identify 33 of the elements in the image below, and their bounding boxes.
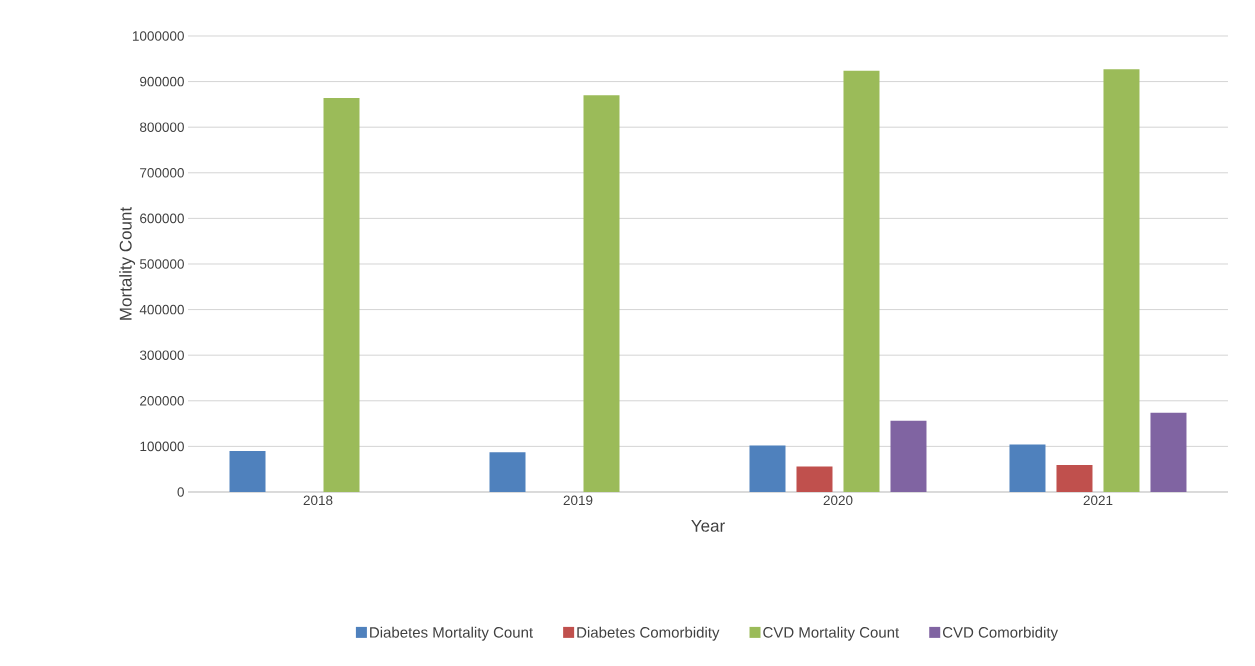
bar	[1009, 444, 1046, 492]
y-tick-label: 600000	[140, 213, 184, 224]
y-tick-label: 700000	[140, 168, 184, 178]
y-tick-label: 500000	[139, 259, 184, 269]
legend-label: Diabetes Comorbidity	[577, 626, 720, 641]
x-tick-label: 2021	[1083, 495, 1113, 506]
y-tick-label: 800000	[140, 122, 184, 132]
y-tick-label: 200000	[140, 396, 184, 406]
y-tick-label: 400000	[139, 304, 184, 315]
legend-label: CVD Comorbidity	[942, 626, 1059, 641]
legend-label: Diabetes Mortality Count	[370, 626, 533, 641]
y-tick-label: 100000	[140, 441, 184, 452]
bar	[843, 70, 880, 492]
x-tick-label: 2018	[303, 495, 333, 506]
bar	[489, 452, 526, 492]
bar	[323, 98, 360, 492]
bar	[229, 450, 266, 492]
bar	[583, 95, 620, 492]
y-axis-title: Mortality Count	[119, 206, 136, 320]
y-tick-label: 300000	[139, 350, 184, 360]
bar	[1056, 465, 1093, 492]
x-tick-label: 2020	[823, 495, 853, 506]
x-axis-title: Year	[691, 519, 725, 532]
bar	[1103, 69, 1140, 492]
bar	[1150, 412, 1187, 492]
bar	[749, 445, 786, 492]
bar	[890, 420, 927, 492]
y-tick-label: 0	[177, 487, 184, 497]
y-tick-label: 900000	[140, 76, 184, 87]
legend-label: CVD Mortality Count	[763, 626, 900, 641]
bar	[796, 466, 833, 492]
x-tick-label: 2019	[563, 495, 593, 506]
y-tick-label: 1000000	[132, 31, 184, 41]
